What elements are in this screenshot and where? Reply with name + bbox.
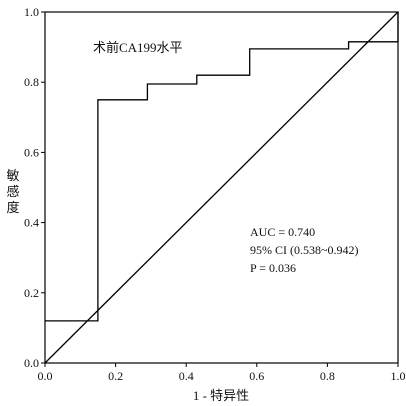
- x-tick-labels: 0.0 0.2 0.4 0.6 0.8 1.0: [38, 369, 406, 383]
- x-tick-label: 0.6: [249, 369, 264, 383]
- ci-annotation: 95% CI (0.538~0.942): [250, 243, 358, 257]
- series-layer: [44, 11, 399, 364]
- plot-title: 术前CA199水平: [93, 40, 183, 55]
- y-tick-label: 0.8: [24, 75, 39, 89]
- x-tick-label: 0.2: [108, 369, 123, 383]
- y-tick-label: 0.0: [24, 356, 39, 370]
- y-tick-label: 0.4: [24, 216, 39, 230]
- tick-marks: [41, 11, 399, 367]
- plot-frame: [44, 11, 399, 364]
- y-tick-labels: 0.0 0.2 0.4 0.6 0.8 1.0: [24, 5, 39, 370]
- x-tick-label: 1.0: [391, 369, 406, 383]
- auc-annotation: AUC = 0.740: [250, 225, 315, 239]
- x-tick-label: 0.0: [38, 369, 53, 383]
- y-tick-label: 0.2: [24, 286, 39, 300]
- p-value-annotation: P = 0.036: [250, 261, 296, 275]
- x-tick-label: 0.4: [179, 369, 194, 383]
- reference-diagonal-line: [44, 11, 399, 364]
- roc-curve-line: [45, 12, 399, 322]
- y-tick-label: 1.0: [24, 5, 39, 19]
- y-tick-label: 0.6: [24, 145, 39, 159]
- x-tick-label: 0.8: [320, 369, 335, 383]
- y-axis-label: 敏感度: [6, 168, 19, 215]
- x-axis-label: 1 - 特异性: [193, 388, 249, 403]
